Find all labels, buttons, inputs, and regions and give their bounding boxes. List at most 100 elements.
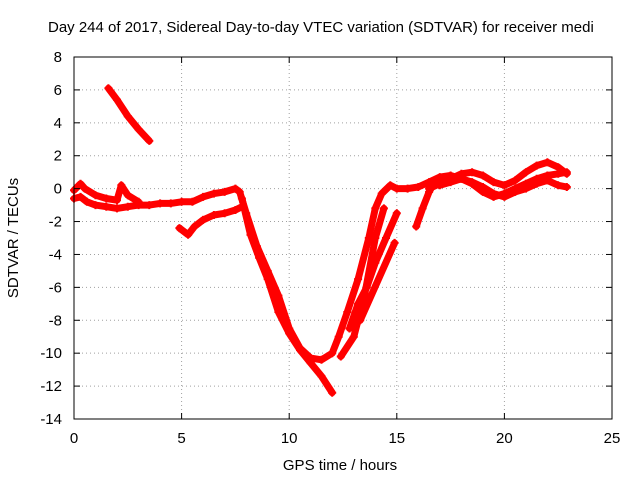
x-tick-label: 5 [177, 430, 185, 447]
data-point [188, 197, 197, 206]
data-point [175, 224, 184, 233]
data-point [377, 189, 386, 198]
data-point [104, 84, 113, 93]
data-point [156, 199, 165, 208]
data-point [113, 95, 121, 104]
data-point [349, 332, 358, 341]
data-point [371, 258, 380, 267]
data-point [362, 283, 371, 292]
data-point [382, 234, 390, 242]
data-point [425, 184, 434, 193]
data-point [113, 204, 121, 213]
data-point [328, 349, 337, 358]
data-point [102, 194, 111, 203]
data-point [478, 171, 487, 180]
data-point [76, 179, 85, 188]
data-point [80, 184, 89, 193]
data-layer [70, 84, 571, 397]
y-tick-label: -2 [49, 214, 62, 231]
series-top-left-segment [104, 84, 154, 145]
data-point [354, 275, 363, 284]
y-tick-label: -4 [49, 246, 62, 263]
y-tick-label: -14 [40, 411, 62, 428]
data-point [123, 191, 132, 200]
x-axis-label: GPS time / hours [283, 457, 397, 474]
data-point [113, 196, 121, 205]
data-point [500, 192, 509, 201]
data-point [296, 345, 304, 354]
data-point [117, 181, 126, 190]
data-point [354, 299, 363, 308]
data-point [446, 178, 455, 187]
data-point [199, 192, 208, 201]
data-point [543, 176, 552, 185]
data-point [343, 308, 352, 316]
data-point [255, 253, 264, 262]
data-point [306, 359, 315, 368]
x-tick-label: 10 [281, 430, 298, 447]
data-point [371, 234, 380, 242]
y-tick-label: -10 [40, 345, 62, 362]
x-tick-label: 15 [388, 430, 405, 447]
series-band [346, 209, 401, 332]
y-tick-label: -12 [40, 378, 62, 395]
data-point [345, 324, 354, 333]
data-point [184, 230, 193, 239]
data-point [166, 199, 175, 208]
data-point [145, 201, 154, 210]
y-tick-label: 8 [54, 49, 62, 66]
data-point [562, 183, 571, 191]
data-point [177, 197, 186, 206]
data-point [317, 355, 326, 364]
data-point [134, 197, 143, 206]
y-tick-label: 6 [54, 82, 62, 99]
series-band [356, 239, 399, 324]
x-tick-label: 25 [604, 430, 621, 447]
data-point [418, 204, 427, 213]
plot-frame [73, 56, 613, 420]
data-point [468, 178, 477, 187]
y-axis-label: SDTVAR / TECUs [5, 178, 22, 298]
data-point [134, 125, 143, 134]
data-point [285, 329, 294, 338]
x-tick-label: 0 [70, 430, 78, 447]
series-band [104, 84, 153, 145]
data-point [392, 209, 401, 218]
data-point [489, 178, 498, 187]
grid [74, 57, 612, 419]
data-point [386, 181, 395, 190]
data-point [543, 158, 552, 167]
data-point [371, 204, 380, 213]
data-point [412, 222, 421, 231]
data-point [274, 308, 283, 316]
y-tick-label: 4 [54, 115, 62, 132]
data-point [145, 136, 154, 145]
data-point [190, 222, 199, 231]
data-point [220, 209, 229, 218]
data-point [356, 316, 365, 325]
data-point [91, 201, 100, 210]
data-point [478, 183, 487, 191]
data-point [317, 372, 326, 381]
series-early-bumps [70, 179, 143, 206]
data-point [76, 192, 85, 201]
data-point [457, 174, 466, 183]
data-point [379, 204, 388, 213]
data-point [246, 230, 255, 239]
series-lower-trace-late [435, 174, 571, 201]
data-point [199, 215, 208, 224]
data-point [220, 187, 229, 196]
data-point [123, 112, 132, 121]
data-point [500, 181, 509, 190]
data-point [511, 176, 520, 185]
data-point [209, 189, 218, 198]
data-point [231, 184, 240, 193]
data-point [562, 169, 571, 178]
data-point [403, 184, 412, 193]
data-point [521, 168, 530, 177]
data-point [328, 388, 337, 397]
data-point [334, 332, 343, 341]
data-point [511, 187, 520, 196]
y-tick-label: 2 [54, 148, 62, 165]
